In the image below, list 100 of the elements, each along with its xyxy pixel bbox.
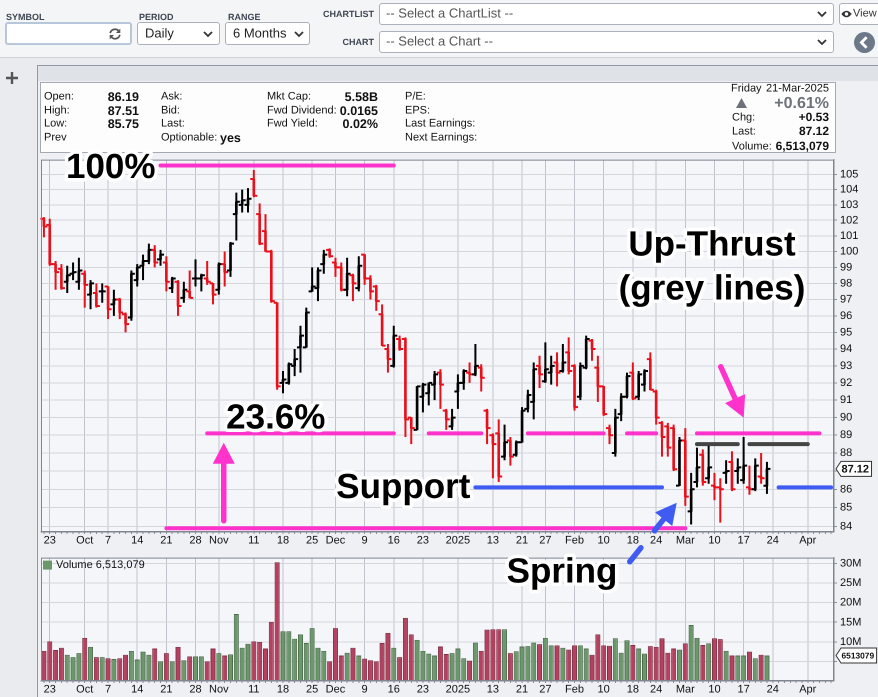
y-tick-label: 99 [840,261,852,274]
text: -- Select a ChartList -- [386,6,514,22]
y-tick-label: 94 [840,343,852,356]
x-tick-label: 24 [650,534,662,547]
text: 87.12 [798,124,829,140]
annotation: 87.12 [842,463,870,476]
series-label: 100% [66,147,156,186]
text: 86.19 [108,90,139,104]
x-tick-label: 24 [650,684,662,696]
y-tick-label: 86 [840,483,852,496]
text: Chg: [732,112,756,124]
x-tick-label: Nov [209,534,230,547]
y-tick-label: 30M [840,558,862,570]
x-tick-label: 17 [737,534,750,547]
x-tick-label: 17 [737,684,750,696]
text: View [853,8,877,20]
text: Mkt Cap: [267,90,312,104]
text: Daily [145,26,174,42]
annotation: Spring [506,552,618,591]
x-tick-label: Oct [76,684,94,696]
y-tick-label: 15M [840,616,862,628]
y-tick-label: 105 [840,168,858,181]
text: Friday [731,82,762,95]
y-tick-label: 93 [840,360,852,372]
text: RANGE [228,12,261,22]
y-tick-label: 96 [840,310,852,322]
text: Last: [732,126,756,139]
x-tick-label: 21 [516,684,528,696]
x-tick-label: 27 [539,534,552,547]
x-tick-label: 23 [44,534,56,547]
y-tick-label: 97 [840,294,852,306]
x-tick-label: 2025 [446,684,470,696]
x-tick-label: 28 [189,534,202,547]
y-tick-label: 90 [840,412,852,424]
text: yes [220,130,241,145]
x-tick-label: 14 [131,534,144,547]
y-tick-label: 89 [840,429,852,442]
x-tick-label: 10 [708,684,721,696]
y-tick-label: 91 [840,394,852,406]
x-tick-label: 18 [276,534,290,547]
x-tick-label: 21 [516,534,528,547]
x-tick-label: Oct [76,534,94,547]
x-tick-label: 21 [160,684,172,696]
x-tick-label: 13 [486,534,500,547]
text: 21-Mar-2025 [766,82,829,95]
y-tick-label: 10M [840,636,862,648]
annotation: Up-Thrust (grey lines) [618,224,806,308]
text: 6 Months [233,26,286,42]
y-tick-label: 103 [840,198,858,211]
text: Next Earnings: [405,131,478,144]
x-tick-label: 16 [388,684,400,696]
y-tick-label: 95 [840,326,852,338]
text: 6,513,079 [776,138,829,154]
x-tick-label: 23 [416,684,430,696]
x-tick-label: Apr [799,534,817,547]
text: 0.02% [342,116,378,132]
y-tick-label: 101 [840,230,858,242]
x-tick-label: 2025 [446,534,470,547]
x-tick-label: Apr [799,684,817,696]
x-tick-label: Feb [565,534,584,547]
text: CHART [342,36,374,48]
x-tick-label: 25 [306,534,318,547]
text: Last Earnings: [405,118,476,130]
text: +0.61% [774,94,829,112]
x-tick-label: 10 [598,534,610,547]
text: PERIOD [139,12,174,22]
x-tick-label: 25 [306,684,318,696]
x-tick-label: 9 [362,684,368,696]
text: 87.51 [108,103,139,118]
text: 0.0165 [340,103,378,118]
x-tick-label: 24 [766,534,779,547]
x-tick-label: Feb [565,684,584,696]
x-tick-label: 18 [276,684,290,696]
x-tick-label: 10 [708,534,721,547]
y-tick-label: 104 [840,184,858,196]
annotation: 6513079 [842,650,874,660]
y-tick-label: 25M [840,577,862,590]
text: 85.75 [108,116,139,132]
text: -- Select a Chart -- [386,34,493,50]
x-tick-label: 11 [248,534,260,547]
text: CHARTLIST [323,8,374,20]
text: Bid: [161,104,180,117]
x-tick-label: 10 [598,684,610,696]
x-tick-label: Mar [676,684,696,696]
x-tick-label: 7 [104,684,112,696]
text: +0.53 [798,110,829,125]
x-tick-label: 11 [248,684,260,696]
y-tick-label: 20M [840,596,862,609]
x-tick-label: Mar [676,534,696,547]
text: SYMBOL [6,12,45,22]
text: Volume: [732,140,772,153]
x-tick-label: 23 [44,684,56,696]
text: Optionable: [161,131,218,144]
x-tick-label: 24 [766,684,779,696]
x-tick-label: 18 [626,534,639,547]
y-tick-label: 92 [840,376,852,389]
x-tick-label: 18 [626,684,639,696]
text: High: [44,104,70,117]
text: EPS: [405,104,430,117]
y-tick-label: 88 [840,447,852,460]
